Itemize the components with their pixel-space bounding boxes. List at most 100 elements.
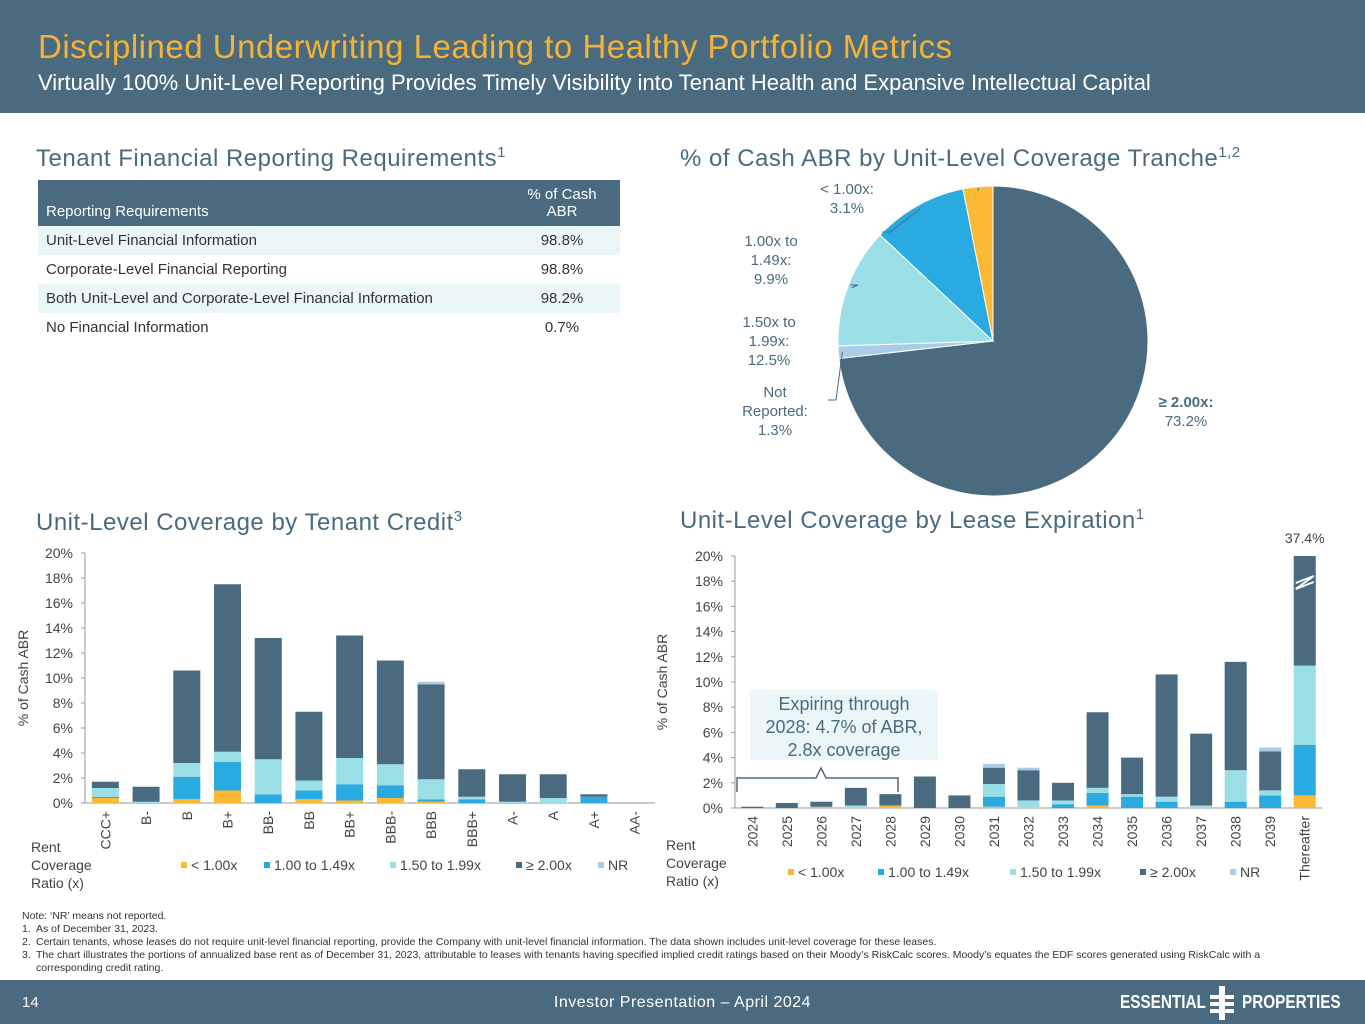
superscript: 3 <box>453 508 463 525</box>
bar-segment <box>879 794 902 806</box>
x-tick-label: 2029 <box>917 816 933 847</box>
annotation-bracket <box>736 766 899 792</box>
x-tick-label: CCC+ <box>97 811 113 850</box>
x-tick-label: BB <box>301 811 317 830</box>
x-tick-label: B+ <box>220 811 236 829</box>
title-text: Tenant Financial Reporting Requirements <box>36 145 498 172</box>
legend-swatch <box>598 862 604 868</box>
bar-segment <box>458 769 486 797</box>
bar-segment <box>539 774 567 798</box>
footnote: 1. As of December 31, 2023. <box>22 923 1312 936</box>
annotation-text: 2.8x coverage <box>787 740 900 760</box>
bar-segment <box>417 681 445 685</box>
table-row: Corporate-Level Financial Reporting 98.8% <box>38 255 620 284</box>
bar-segment <box>173 763 201 777</box>
bar-segment <box>214 761 241 791</box>
slice-value: 1.3% <box>757 422 793 439</box>
bar-segment <box>499 801 526 803</box>
x-tick-label: BBB+ <box>464 811 480 847</box>
bar-segment <box>295 711 323 781</box>
bar-segment <box>417 684 445 780</box>
bar-segment <box>336 784 364 801</box>
pie-slice <box>879 188 994 343</box>
legend-label: < 1.00x <box>191 857 237 873</box>
bar-segment <box>539 798 567 803</box>
x-tick-label: A+ <box>586 811 602 829</box>
x-tick-label: 2030 <box>951 816 967 847</box>
y-tick-label: 16% <box>45 595 73 611</box>
x-tick-label: 2033 <box>1055 816 1071 847</box>
y-tick-label: 4% <box>703 750 723 766</box>
y-tick-label: 10% <box>695 674 723 690</box>
pie-label: ≥ 2.00x: 73.2% <box>1141 393 1231 431</box>
pie-label: 1.00x to 1.49x: 9.9% <box>731 232 811 289</box>
bar-segment <box>295 780 323 791</box>
bar-segment <box>879 805 902 808</box>
y-tick-label: 20% <box>695 548 723 564</box>
legend-swatch <box>1230 869 1236 875</box>
bar-segment <box>1086 805 1109 808</box>
legend-swatch <box>878 869 884 875</box>
x-tick-label: A <box>545 810 561 820</box>
slice-value: 9.9% <box>753 271 789 288</box>
row-label: Both Unit-Level and Corporate-Level Fina… <box>38 284 504 313</box>
x-axis-label: Rent Coverage Ratio (x) <box>666 837 727 889</box>
logo-right: PROPERTIES <box>1242 992 1341 1012</box>
bar-segment <box>1259 790 1282 796</box>
pie-slice <box>837 234 995 347</box>
row-label: Unit-Level Financial Information <box>38 226 504 255</box>
legend-swatch <box>1140 869 1146 875</box>
superscript: 1 <box>497 144 506 161</box>
legend-label: 1.00 to 1.49x <box>274 857 355 873</box>
footer-bar: 14 Investor Presentation – April 2024 ES… <box>0 980 1365 1024</box>
y-tick-label: 8% <box>53 695 73 711</box>
bar-segment <box>1121 757 1144 795</box>
footnote: 3. The chart illustrates the portions of … <box>22 949 1312 975</box>
footnote-num: 2. <box>22 936 31 948</box>
leader-line <box>828 351 843 401</box>
bar-segment <box>173 776 201 800</box>
slice-name: 1.50x to 1.99x: <box>742 314 796 350</box>
y-tick-label: 6% <box>703 724 723 740</box>
x-tick-label: BB- <box>260 811 276 835</box>
y-tick-label: 20% <box>45 545 73 561</box>
bar-segment <box>580 796 608 803</box>
footnote: 2. Certain tenants, whose leases do not r… <box>22 936 1312 949</box>
bar-segment <box>1224 770 1247 802</box>
legend-label: 1.50 to 1.99x <box>400 857 481 873</box>
bar-segment <box>982 763 1005 768</box>
superscript: 1,2 <box>1218 144 1241 161</box>
bar-segment <box>982 767 1005 785</box>
bar-segment <box>376 785 404 798</box>
bar-segment <box>1224 661 1247 771</box>
x-tick-label: BBB <box>423 811 439 839</box>
bar-segment <box>1121 796 1144 808</box>
bar-segment <box>417 779 445 800</box>
x-tick-label: BB+ <box>342 811 358 838</box>
bar-segment <box>1293 556 1316 666</box>
bar-segment <box>580 794 608 797</box>
footer-text: Investor Presentation – April 2024 <box>553 994 812 1011</box>
bar-segment <box>982 784 1005 797</box>
bar-segment <box>336 635 364 758</box>
y-tick-label: 10% <box>45 670 73 686</box>
title-text: Unit-Level Coverage by Tenant Credit <box>36 509 454 536</box>
table-row: No Financial Information 0.7% <box>38 313 620 342</box>
y-tick-label: 2% <box>703 775 723 791</box>
bar-segment <box>1155 796 1178 802</box>
bar-segment <box>1086 787 1109 793</box>
legend-swatch <box>264 862 270 868</box>
row-label: Corporate-Level Financial Reporting <box>46 261 287 278</box>
footnote-text: The chart illustrates the portions of an… <box>36 949 1261 974</box>
legend-label: ≥ 2.00x <box>526 857 572 873</box>
y-tick-label: 16% <box>695 598 723 614</box>
x-tick-label: 2034 <box>1090 816 1106 847</box>
slice-value: 3.1% <box>829 200 865 217</box>
bar-segment <box>91 798 119 803</box>
footnote-num: 1. <box>22 923 31 935</box>
axis-break <box>1295 575 1315 590</box>
bar-segment <box>1293 665 1316 745</box>
leader-line <box>850 284 859 289</box>
